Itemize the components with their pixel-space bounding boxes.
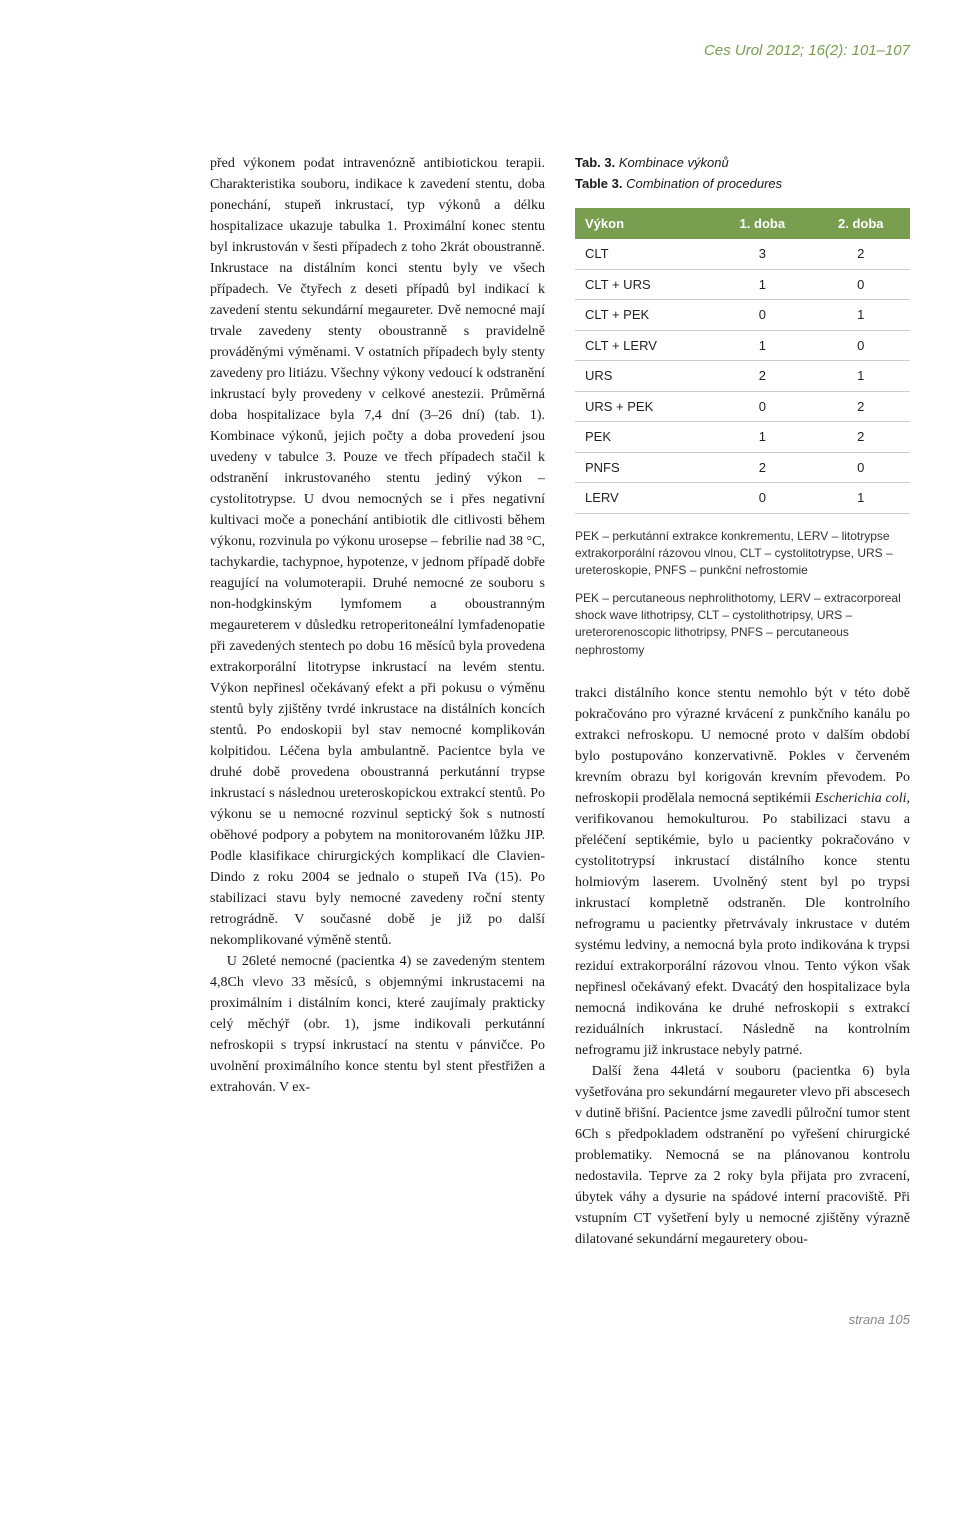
table-header-row: Výkon 1. doba 2. doba: [575, 208, 910, 240]
margin-column: [40, 153, 180, 1251]
table-cell: 2: [812, 239, 910, 269]
table-row: URS + PEK02: [575, 391, 910, 422]
table-row: CLT + LERV10: [575, 330, 910, 361]
text-span: , verifikovanou hemokulturou. Po stabili…: [575, 791, 910, 1058]
table-cell: URS: [575, 361, 713, 392]
body-paragraph: U 26leté nemocné (pacientka 4) se zavede…: [210, 951, 545, 1098]
body-paragraph: trakci distálního konce stentu nemohlo b…: [575, 683, 910, 1061]
table-header-cell: Výkon: [575, 208, 713, 240]
table-row: CLT32: [575, 239, 910, 269]
table-cell: 0: [812, 269, 910, 300]
table-row: CLT + URS10: [575, 269, 910, 300]
table-cell: 0: [812, 452, 910, 483]
table-cell: URS + PEK: [575, 391, 713, 422]
table-cell: CLT + URS: [575, 269, 713, 300]
table-cell: CLT: [575, 239, 713, 269]
body-paragraph: Další žena 44letá v souboru (pacientka 6…: [575, 1061, 910, 1250]
table-cell: PEK: [575, 422, 713, 453]
left-text-column: před výkonem podat intravenózně antibiot…: [210, 153, 545, 1251]
table-cell: 2: [812, 422, 910, 453]
table-cell: PNFS: [575, 452, 713, 483]
table-cell: LERV: [575, 483, 713, 514]
table-row: PNFS20: [575, 452, 910, 483]
content-columns: před výkonem podat intravenózně antibiot…: [40, 153, 910, 1251]
procedures-table: Výkon 1. doba 2. doba CLT32CLT + URS10CL…: [575, 208, 910, 514]
scientific-name: Escherichia coli: [815, 791, 907, 806]
table-cell: 1: [713, 330, 811, 361]
table-row: PEK12: [575, 422, 910, 453]
table-caption-english: Table 3. Combination of procedures: [575, 174, 910, 194]
body-paragraph: před výkonem podat intravenózně antibiot…: [210, 153, 545, 951]
table-caption-label: Tab. 3.: [575, 155, 615, 170]
table-cell: 1: [713, 422, 811, 453]
table-footnote-czech: PEK – perkutánní extrakce konkrementu, L…: [575, 528, 910, 580]
table-cell: 3: [713, 239, 811, 269]
table-cell: 0: [713, 391, 811, 422]
table-cell: 1: [812, 300, 910, 331]
table-header-cell: 1. doba: [713, 208, 811, 240]
table-caption-label: Table 3.: [575, 176, 622, 191]
right-text-column: Tab. 3. Kombinace výkonů Table 3. Combin…: [575, 153, 910, 1251]
table-header-cell: 2. doba: [812, 208, 910, 240]
text-span: trakci distálního konce stentu nemohlo b…: [575, 686, 910, 806]
table-cell: 2: [713, 361, 811, 392]
table-footnote-english: PEK – percutaneous nephrolithotomy, LERV…: [575, 590, 910, 660]
table-cell: 1: [812, 361, 910, 392]
table-cell: 0: [713, 300, 811, 331]
table-row: CLT + PEK01: [575, 300, 910, 331]
table-cell: 2: [713, 452, 811, 483]
table-caption-czech: Tab. 3. Kombinace výkonů: [575, 153, 910, 173]
table-cell: 0: [812, 330, 910, 361]
page-number: strana 105: [40, 1310, 910, 1330]
table-cell: CLT + LERV: [575, 330, 713, 361]
table-row: URS21: [575, 361, 910, 392]
table-cell: 1: [713, 269, 811, 300]
table-cell: 2: [812, 391, 910, 422]
journal-reference: Ces Urol 2012; 16(2): 101–107: [40, 40, 910, 63]
table-cell: 1: [812, 483, 910, 514]
table-caption-title: Kombinace výkonů: [619, 155, 729, 170]
table-caption-title: Combination of procedures: [626, 176, 782, 191]
table-row: LERV01: [575, 483, 910, 514]
table-cell: 0: [713, 483, 811, 514]
table-cell: CLT + PEK: [575, 300, 713, 331]
